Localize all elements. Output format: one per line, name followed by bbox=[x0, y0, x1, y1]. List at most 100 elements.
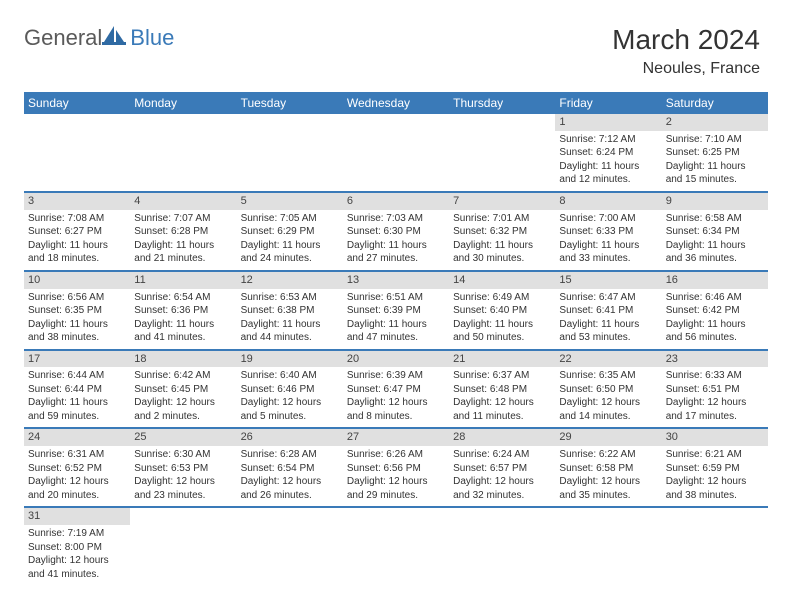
daylight-text: Daylight: 12 hours and 20 minutes. bbox=[28, 475, 126, 502]
calendar-day: 22Sunrise: 6:35 AMSunset: 6:50 PMDayligh… bbox=[555, 351, 661, 428]
sunrise-text: Sunrise: 6:24 AM bbox=[453, 448, 551, 462]
sunset-text: Sunset: 6:30 PM bbox=[347, 225, 445, 239]
calendar-day: 6Sunrise: 7:03 AMSunset: 6:30 PMDaylight… bbox=[343, 193, 449, 270]
sunrise-text: Sunrise: 6:54 AM bbox=[134, 291, 232, 305]
day-number: 22 bbox=[555, 351, 661, 368]
daylight-text: Daylight: 11 hours and 24 minutes. bbox=[241, 239, 339, 266]
title-block: March 2024 Neoules, France bbox=[612, 24, 760, 78]
day-number: 20 bbox=[343, 351, 449, 368]
day-details: Sunrise: 7:10 AMSunset: 6:25 PMDaylight:… bbox=[662, 131, 768, 191]
day-number bbox=[24, 114, 130, 131]
day-details bbox=[343, 131, 449, 137]
daylight-text: Daylight: 11 hours and 50 minutes. bbox=[453, 318, 551, 345]
sunset-text: Sunset: 6:24 PM bbox=[559, 146, 657, 160]
day-details: Sunrise: 6:37 AMSunset: 6:48 PMDaylight:… bbox=[449, 367, 555, 427]
day-details: Sunrise: 7:19 AMSunset: 8:00 PMDaylight:… bbox=[24, 525, 130, 585]
calendar-day bbox=[237, 508, 343, 585]
daylight-text: Daylight: 11 hours and 36 minutes. bbox=[666, 239, 764, 266]
calendar-day: 5Sunrise: 7:05 AMSunset: 6:29 PMDaylight… bbox=[237, 193, 343, 270]
calendar-day bbox=[662, 508, 768, 585]
daylight-text: Daylight: 12 hours and 23 minutes. bbox=[134, 475, 232, 502]
day-details bbox=[449, 131, 555, 137]
day-number: 31 bbox=[24, 508, 130, 525]
sunset-text: Sunset: 6:40 PM bbox=[453, 304, 551, 318]
day-number: 5 bbox=[237, 193, 343, 210]
day-number: 21 bbox=[449, 351, 555, 368]
sunset-text: Sunset: 6:36 PM bbox=[134, 304, 232, 318]
day-number: 10 bbox=[24, 272, 130, 289]
sunrise-text: Sunrise: 6:37 AM bbox=[453, 369, 551, 383]
calendar-day: 28Sunrise: 6:24 AMSunset: 6:57 PMDayligh… bbox=[449, 429, 555, 506]
sunrise-text: Sunrise: 7:10 AM bbox=[666, 133, 764, 147]
calendar-day: 16Sunrise: 6:46 AMSunset: 6:42 PMDayligh… bbox=[662, 272, 768, 349]
calendar-day: 26Sunrise: 6:28 AMSunset: 6:54 PMDayligh… bbox=[237, 429, 343, 506]
day-details: Sunrise: 6:47 AMSunset: 6:41 PMDaylight:… bbox=[555, 289, 661, 349]
day-number bbox=[237, 508, 343, 525]
day-details: Sunrise: 7:12 AMSunset: 6:24 PMDaylight:… bbox=[555, 131, 661, 191]
sunrise-text: Sunrise: 6:51 AM bbox=[347, 291, 445, 305]
calendar-day bbox=[555, 508, 661, 585]
sunrise-text: Sunrise: 7:08 AM bbox=[28, 212, 126, 226]
sunset-text: Sunset: 6:56 PM bbox=[347, 462, 445, 476]
day-details: Sunrise: 6:22 AMSunset: 6:58 PMDaylight:… bbox=[555, 446, 661, 506]
sunset-text: Sunset: 6:57 PM bbox=[453, 462, 551, 476]
daylight-text: Daylight: 12 hours and 14 minutes. bbox=[559, 396, 657, 423]
calendar-week: 10Sunrise: 6:56 AMSunset: 6:35 PMDayligh… bbox=[24, 272, 768, 351]
daylight-text: Daylight: 11 hours and 53 minutes. bbox=[559, 318, 657, 345]
daylight-text: Daylight: 11 hours and 41 minutes. bbox=[134, 318, 232, 345]
day-details: Sunrise: 6:40 AMSunset: 6:46 PMDaylight:… bbox=[237, 367, 343, 427]
sunset-text: Sunset: 8:00 PM bbox=[28, 541, 126, 555]
day-details: Sunrise: 6:30 AMSunset: 6:53 PMDaylight:… bbox=[130, 446, 236, 506]
brand-part1: General bbox=[24, 25, 102, 51]
weekday-header: Friday bbox=[555, 92, 661, 114]
sunrise-text: Sunrise: 6:26 AM bbox=[347, 448, 445, 462]
calendar-day: 13Sunrise: 6:51 AMSunset: 6:39 PMDayligh… bbox=[343, 272, 449, 349]
calendar-day: 2Sunrise: 7:10 AMSunset: 6:25 PMDaylight… bbox=[662, 114, 768, 191]
weekday-header-row: SundayMondayTuesdayWednesdayThursdayFrid… bbox=[24, 92, 768, 114]
sunrise-text: Sunrise: 6:56 AM bbox=[28, 291, 126, 305]
daylight-text: Daylight: 11 hours and 47 minutes. bbox=[347, 318, 445, 345]
sunset-text: Sunset: 6:59 PM bbox=[666, 462, 764, 476]
weekday-header: Wednesday bbox=[343, 92, 449, 114]
day-number: 23 bbox=[662, 351, 768, 368]
day-number: 25 bbox=[130, 429, 236, 446]
daylight-text: Daylight: 12 hours and 8 minutes. bbox=[347, 396, 445, 423]
sunrise-text: Sunrise: 6:33 AM bbox=[666, 369, 764, 383]
sunset-text: Sunset: 6:25 PM bbox=[666, 146, 764, 160]
day-details: Sunrise: 7:03 AMSunset: 6:30 PMDaylight:… bbox=[343, 210, 449, 270]
day-details: Sunrise: 6:24 AMSunset: 6:57 PMDaylight:… bbox=[449, 446, 555, 506]
sunset-text: Sunset: 6:39 PM bbox=[347, 304, 445, 318]
sunrise-text: Sunrise: 6:42 AM bbox=[134, 369, 232, 383]
sunrise-text: Sunrise: 6:21 AM bbox=[666, 448, 764, 462]
day-details: Sunrise: 7:08 AMSunset: 6:27 PMDaylight:… bbox=[24, 210, 130, 270]
daylight-text: Daylight: 11 hours and 44 minutes. bbox=[241, 318, 339, 345]
day-number: 16 bbox=[662, 272, 768, 289]
daylight-text: Daylight: 11 hours and 18 minutes. bbox=[28, 239, 126, 266]
day-details bbox=[237, 131, 343, 137]
day-details: Sunrise: 7:01 AMSunset: 6:32 PMDaylight:… bbox=[449, 210, 555, 270]
day-number: 8 bbox=[555, 193, 661, 210]
calendar-day bbox=[130, 508, 236, 585]
sunset-text: Sunset: 6:51 PM bbox=[666, 383, 764, 397]
day-number bbox=[237, 114, 343, 131]
sunset-text: Sunset: 6:54 PM bbox=[241, 462, 339, 476]
day-number: 2 bbox=[662, 114, 768, 131]
day-number: 27 bbox=[343, 429, 449, 446]
calendar-day bbox=[130, 114, 236, 191]
calendar-day: 21Sunrise: 6:37 AMSunset: 6:48 PMDayligh… bbox=[449, 351, 555, 428]
day-number: 11 bbox=[130, 272, 236, 289]
day-details: Sunrise: 7:00 AMSunset: 6:33 PMDaylight:… bbox=[555, 210, 661, 270]
calendar: SundayMondayTuesdayWednesdayThursdayFrid… bbox=[24, 92, 768, 585]
calendar-day: 20Sunrise: 6:39 AMSunset: 6:47 PMDayligh… bbox=[343, 351, 449, 428]
daylight-text: Daylight: 11 hours and 12 minutes. bbox=[559, 160, 657, 187]
day-details: Sunrise: 6:51 AMSunset: 6:39 PMDaylight:… bbox=[343, 289, 449, 349]
day-details: Sunrise: 7:05 AMSunset: 6:29 PMDaylight:… bbox=[237, 210, 343, 270]
day-details bbox=[343, 525, 449, 531]
calendar-day: 14Sunrise: 6:49 AMSunset: 6:40 PMDayligh… bbox=[449, 272, 555, 349]
sunrise-text: Sunrise: 6:44 AM bbox=[28, 369, 126, 383]
sunset-text: Sunset: 6:45 PM bbox=[134, 383, 232, 397]
day-details: Sunrise: 6:53 AMSunset: 6:38 PMDaylight:… bbox=[237, 289, 343, 349]
daylight-text: Daylight: 12 hours and 26 minutes. bbox=[241, 475, 339, 502]
day-details: Sunrise: 6:35 AMSunset: 6:50 PMDaylight:… bbox=[555, 367, 661, 427]
calendar-day bbox=[24, 114, 130, 191]
